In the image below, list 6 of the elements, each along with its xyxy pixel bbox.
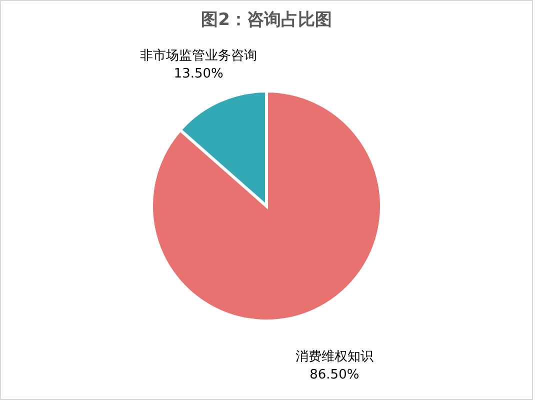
data-label: 86.50% — [310, 367, 360, 382]
slice-label: 消费维权知识 — [295, 349, 374, 364]
slice-label: 非市场监管业务咨询 — [140, 48, 258, 64]
data-label: 13.50% — [174, 66, 224, 82]
chart-title: 图2：咨询占比图 — [201, 10, 332, 30]
pie-slice — [150, 90, 383, 322]
